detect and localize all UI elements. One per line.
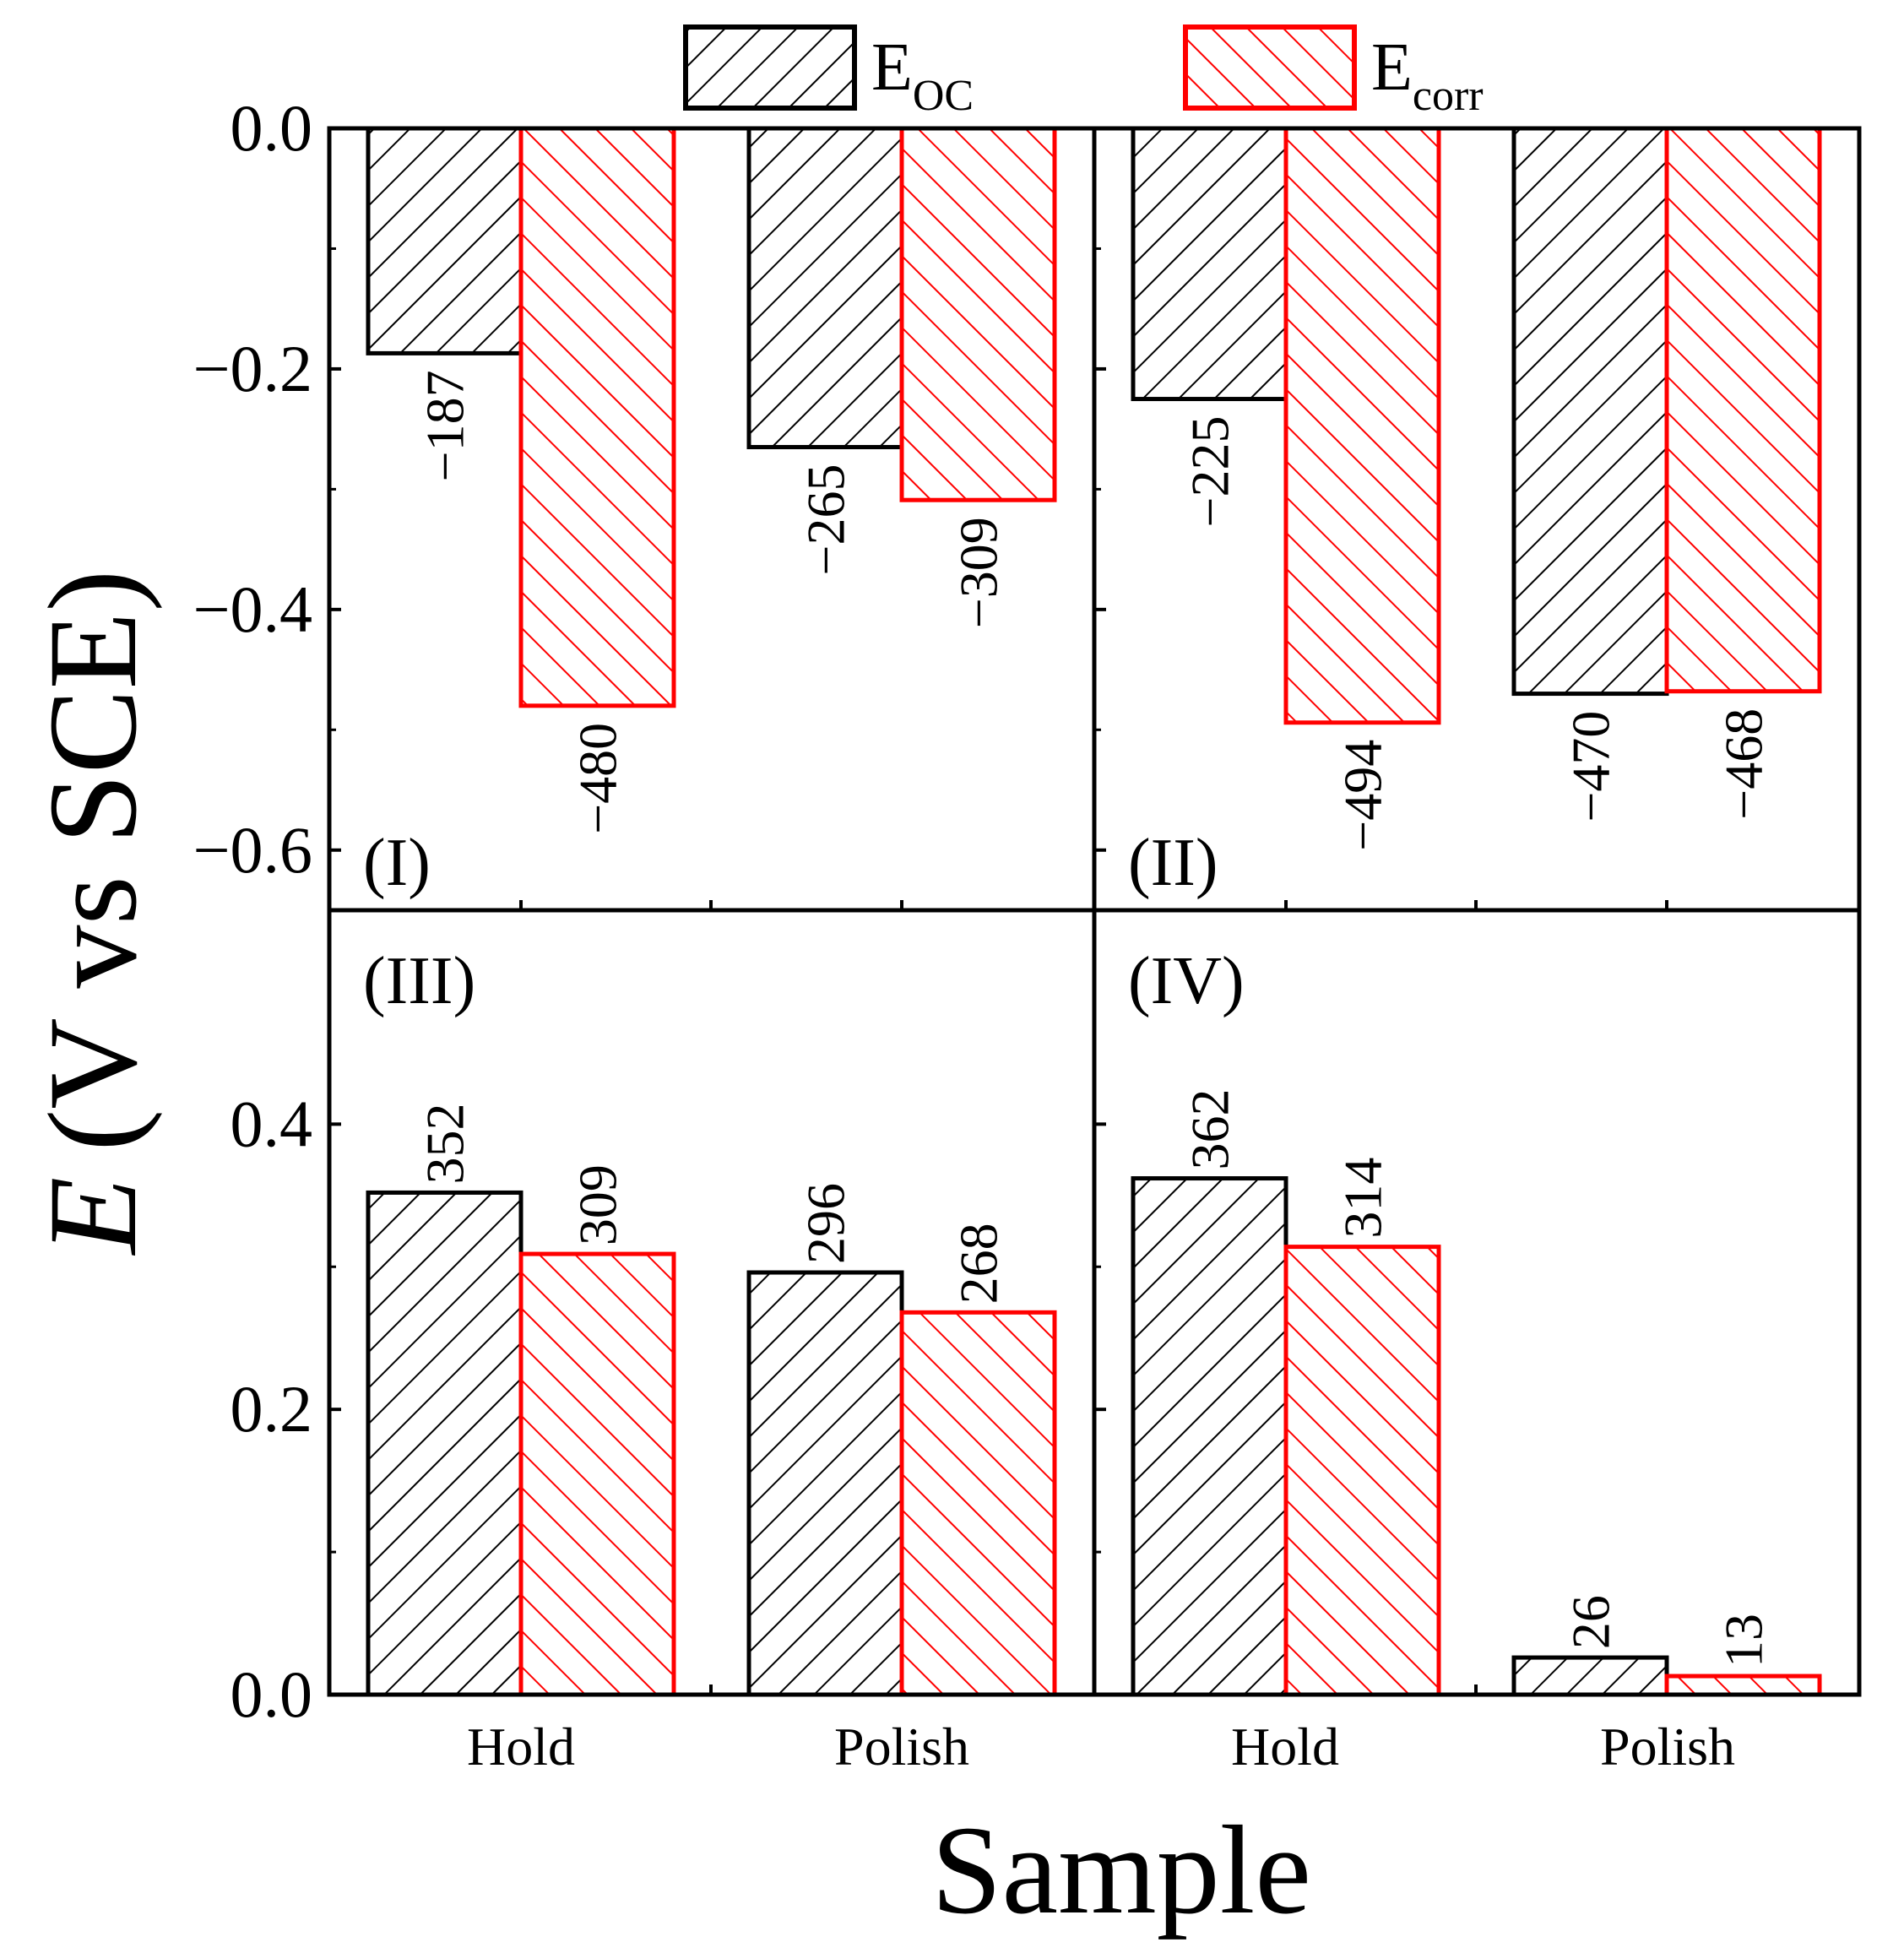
y-tick-label: 0.0 [231, 1657, 313, 1731]
panels: 0.0 −0.2 −0.4 −0.6 −187 −265 −480 −309 (I) −225 −4… [193, 91, 1822, 1731]
panel-label: (II) [1128, 826, 1218, 900]
bar-e-corr-polish [899, 1310, 1057, 1697]
bar-e-oc-hold [1131, 126, 1288, 402]
panel-label: (I) [363, 826, 431, 900]
bar-e-corr-polish [1664, 126, 1822, 694]
bar-e-oc-polish [1511, 1655, 1669, 1697]
y-tick-label: −0.4 [193, 572, 313, 646]
legend-label-eoc: EOC [871, 30, 974, 120]
y-axis-title: E (V vs SCE) [23, 570, 163, 1256]
bar-e-oc-polish [746, 1270, 904, 1697]
data-label: −265 [796, 464, 856, 576]
data-label: −494 [1333, 740, 1393, 851]
legend-label-ecorr: Ecorr [1371, 30, 1484, 120]
bar-e-corr-polish [1664, 1674, 1822, 1697]
y-tick-label: 0.0 [231, 91, 313, 165]
panel-1: 0.0 −0.2 −0.4 −0.6 −187 −265 −480 −309 (I) [193, 91, 1057, 910]
data-label: 26 [1561, 1595, 1621, 1649]
legend-label-ecorr-base: E [1371, 30, 1413, 105]
panel-label: (IV) [1128, 944, 1245, 1018]
y-tick-label: 0.4 [231, 1087, 313, 1160]
bar-e-corr-hold [1283, 1245, 1441, 1697]
panel-label: (III) [363, 944, 475, 1018]
data-label: −309 [949, 517, 1009, 628]
data-label: 268 [949, 1223, 1009, 1304]
bar-e-corr-hold [518, 126, 676, 708]
legend: EOC Ecorr [683, 24, 1484, 120]
category-label-hold-right: Hold [1231, 1717, 1339, 1777]
bar-e-oc-hold [366, 126, 523, 355]
legend-label-eoc-base: E [871, 30, 913, 105]
y-tick-label: −0.2 [193, 332, 313, 405]
data-label: −480 [568, 723, 628, 834]
plot-frame [327, 126, 1862, 1697]
y-tick-label: −0.6 [193, 813, 313, 887]
y-axis-title-symbol: E [23, 1177, 163, 1256]
bar-e-corr-polish [899, 126, 1057, 502]
data-label: −470 [1561, 711, 1621, 822]
y-tick-label: 0.2 [231, 1372, 313, 1446]
bar-e-oc-hold [1131, 1176, 1288, 1697]
panel-3: 0.0 0.2 0.4 352 296 309 268 (III) [231, 944, 1057, 1731]
category-labels: Hold Polish Hold Polish [467, 1717, 1735, 1777]
data-label: −225 [1180, 416, 1240, 528]
legend-label-eoc-sub: OC [913, 72, 974, 120]
data-label: 362 [1180, 1089, 1240, 1170]
data-label: 309 [568, 1164, 628, 1245]
data-label: −187 [415, 370, 475, 481]
panel-4: 362 26 314 13 (IV) [1094, 944, 1822, 1697]
legend-swatch-ecorr [1183, 24, 1357, 111]
legend-swatch-eoc [683, 24, 857, 111]
category-label-polish-left: Polish [834, 1717, 969, 1777]
data-label: −468 [1714, 708, 1774, 820]
bar-e-oc-polish [746, 126, 904, 450]
y-axis-title-units: (V vs SCE) [23, 570, 163, 1152]
category-label-polish-right: Polish [1600, 1717, 1735, 1777]
bar-e-oc-hold [366, 1190, 523, 1697]
category-label-hold-left: Hold [467, 1717, 575, 1777]
x-axis-title: Sample [931, 1800, 1311, 1940]
panel-2: −225 −470 −494 −468 (II) [1094, 126, 1822, 910]
data-label: 13 [1714, 1614, 1774, 1668]
bar-e-corr-hold [518, 1251, 676, 1697]
data-label: 296 [796, 1183, 856, 1264]
data-label: 352 [415, 1103, 475, 1184]
legend-label-ecorr-sub: corr [1413, 72, 1484, 120]
data-label: 314 [1333, 1158, 1393, 1239]
bar-e-corr-hold [1283, 126, 1441, 725]
bar-e-oc-polish [1511, 126, 1669, 697]
